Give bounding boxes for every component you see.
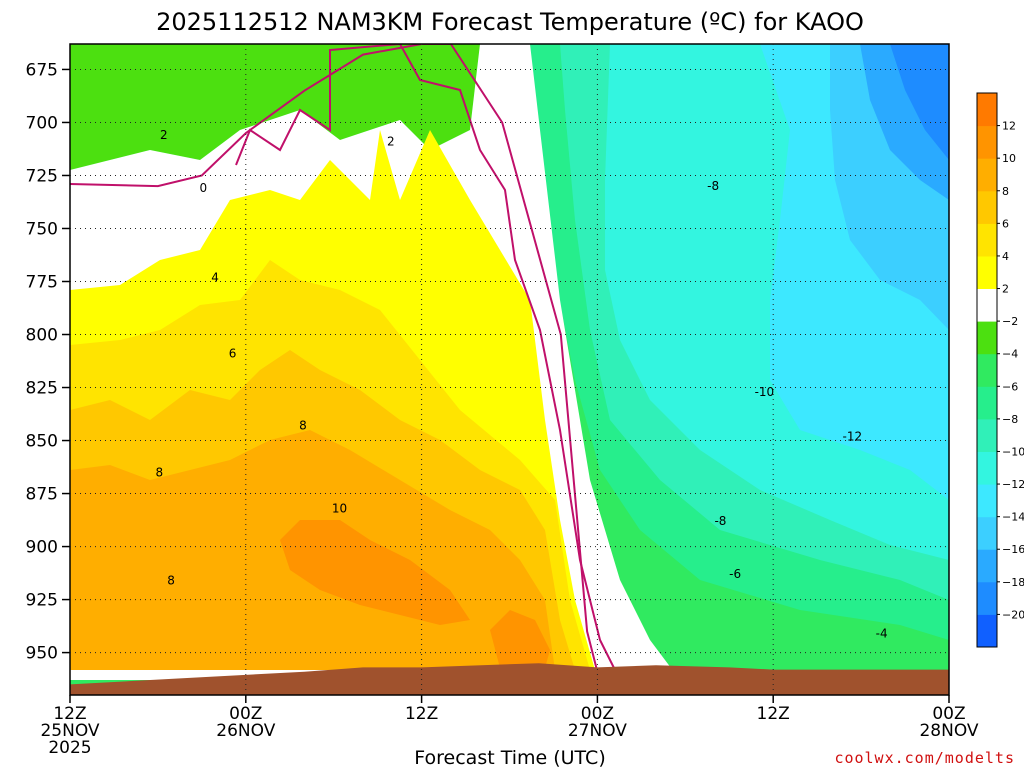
credit-text: coolwx.com/modelts	[834, 749, 1015, 767]
colorbar-segment	[977, 255, 997, 289]
y-tick-label: 850	[26, 432, 58, 452]
contour-label: -12	[843, 429, 863, 443]
y-tick-label: 925	[26, 591, 58, 611]
colorbar-segment	[977, 418, 997, 452]
colorbar-label: −10	[1002, 445, 1024, 458]
contour-label: 8	[167, 573, 175, 587]
y-tick-label: 825	[26, 379, 58, 399]
band-plus-10-b	[490, 610, 550, 668]
colorbar-label: −14	[1002, 511, 1024, 524]
band-plus-10	[280, 520, 470, 625]
colorbar-label: −12	[1002, 478, 1024, 491]
colorbar-label: 10	[1002, 152, 1016, 165]
colorbar-segment	[977, 451, 997, 485]
colorbar-segment	[977, 125, 997, 159]
y-tick-label: 775	[26, 272, 58, 292]
y-tick-label: 700	[26, 113, 58, 133]
contour-label: -6	[729, 567, 741, 581]
x-tick-label: 12Z	[53, 704, 86, 724]
x-tick-label: 12Z	[757, 704, 790, 724]
contour-label: 2	[160, 128, 168, 142]
y-tick-label: 725	[26, 166, 58, 186]
x-tick-label: 26NOV	[216, 721, 275, 741]
contour-label: -8	[707, 179, 719, 193]
zero-degree-isotherm	[70, 44, 605, 695]
contour-label: -4	[876, 627, 888, 641]
colorbar-label: 2	[1002, 283, 1009, 296]
x-tick-label: 28NOV	[919, 721, 978, 741]
y-axis-ticks: 675 700 725 750 775 800 825 850 875 900 925 950	[26, 60, 70, 664]
colorbar-segment	[977, 614, 997, 648]
contour-label: 10	[332, 501, 347, 515]
colorbar-segment	[977, 516, 997, 550]
contour-label: 8	[299, 419, 307, 433]
band-minus-20	[890, 44, 949, 160]
x-axis-label: Forecast Time (UTC)	[414, 747, 605, 768]
y-tick-label: 750	[26, 219, 58, 239]
colorbar-segment	[977, 484, 997, 518]
contour-label: -10	[755, 385, 775, 399]
colorbar-label: 12	[1002, 120, 1016, 133]
colorbar-segment	[977, 321, 997, 355]
x-tick-label: 00Z	[932, 704, 965, 724]
x-tick-label: 00Z	[229, 704, 262, 724]
colorbar-segment	[977, 386, 997, 420]
minus-two-isotherm	[235, 44, 621, 681]
colorbar-label: 6	[1002, 217, 1009, 230]
contour-label: 8	[156, 465, 164, 479]
colorbar-label: −6	[1002, 380, 1018, 393]
colorbar: −20 −18 −16 −14 −12 −10 −8 −6 −4 −2 2 4 6 8 10 12	[976, 92, 1024, 648]
y-tick-label: 875	[26, 485, 58, 505]
colorbar-segment	[977, 581, 997, 615]
colorbar-label: −16	[1002, 543, 1024, 556]
colorbar-label: −18	[1002, 576, 1024, 589]
contour-label: 6	[229, 347, 237, 361]
contour-label: 2	[387, 135, 395, 149]
grid-lines	[70, 44, 949, 695]
colorbar-frame	[976, 92, 998, 648]
x-tick-label: 2025	[48, 738, 91, 758]
colorbar-segment	[977, 549, 997, 583]
colorbar-label: −4	[1002, 348, 1018, 361]
y-tick-label: 800	[26, 326, 58, 346]
colorbar-label: 8	[1002, 185, 1009, 198]
x-tick-label: 12Z	[405, 704, 438, 724]
colorbar-label: −2	[1002, 315, 1018, 328]
colorbar-segment	[977, 190, 997, 224]
colorbar-label: −8	[1002, 413, 1018, 426]
plot-frame	[69, 43, 950, 696]
x-tick-label: 00Z	[581, 704, 614, 724]
band-minus-4	[70, 44, 480, 170]
contour-label: -8	[714, 514, 726, 528]
colorbar-segment	[977, 93, 997, 127]
colorbar-segment	[977, 353, 997, 387]
y-tick-label: 950	[26, 644, 58, 664]
temperature-fill	[70, 44, 949, 695]
colorbar-segment	[977, 288, 997, 322]
colorbar-segment	[977, 223, 997, 257]
colorbar-label: 4	[1002, 250, 1009, 263]
colorbar-label: −20	[1002, 608, 1024, 621]
contour-label: 4	[211, 270, 219, 284]
terrain	[70, 663, 949, 695]
colorbar-segment	[977, 158, 997, 192]
x-tick-label: 27NOV	[568, 721, 627, 741]
contour-labels: 2 0 2 4 6 8 8 10 8 -8 -10 -12 -8 -6 -4	[156, 128, 888, 640]
x-tick-label: 25NOV	[40, 721, 99, 741]
contour-label: 0	[199, 181, 207, 195]
y-tick-label: 900	[26, 538, 58, 558]
chart-title: 2025112512 NAM3KM Forecast Temperature (…	[156, 8, 864, 36]
y-tick-label: 675	[26, 60, 58, 80]
